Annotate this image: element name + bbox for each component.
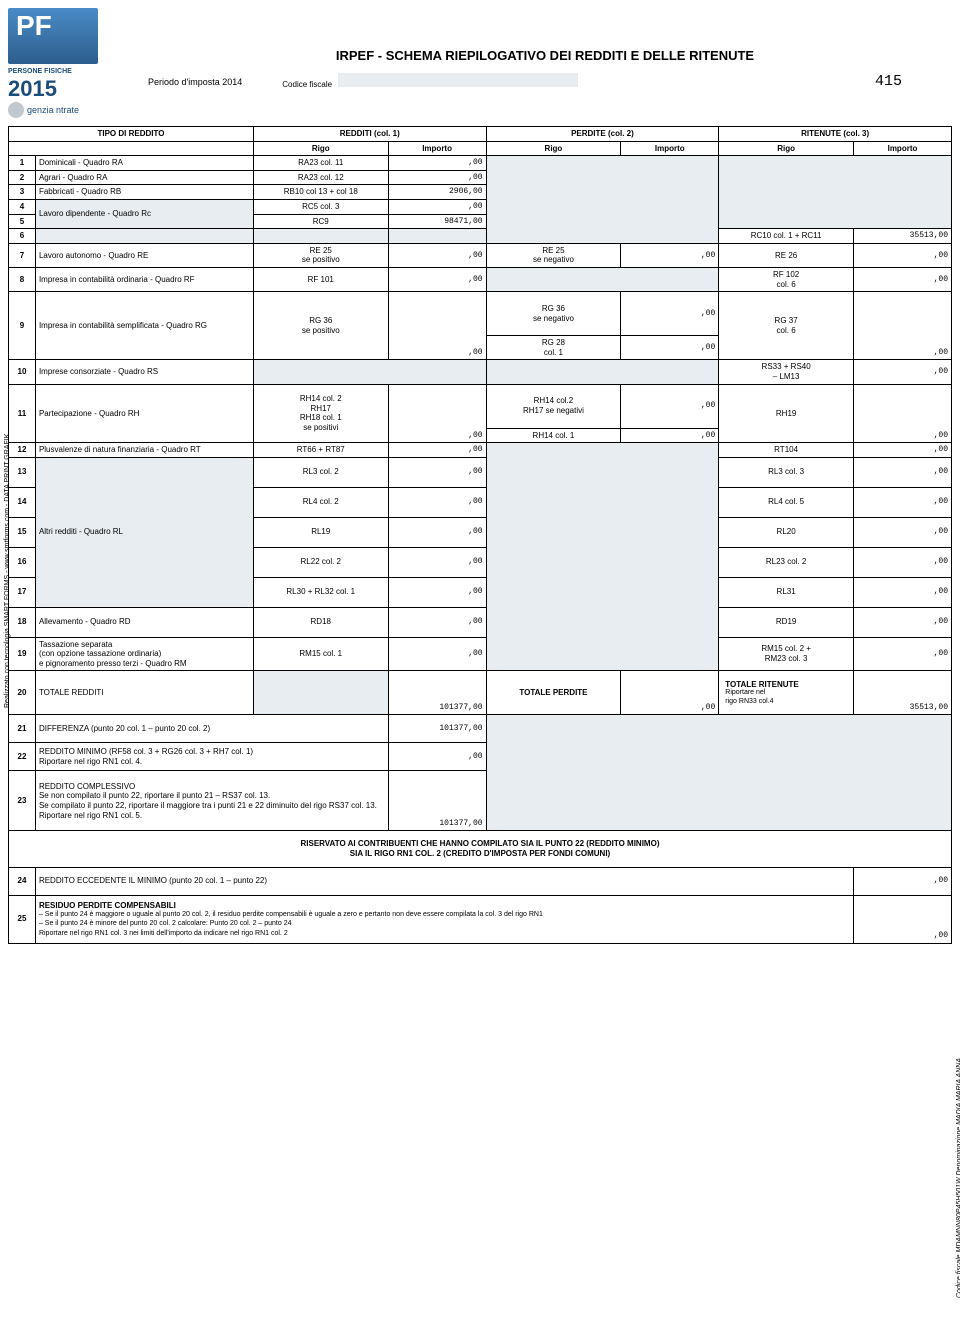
table-row: 21 DIFFERENZA (punto 20 col. 1 – punto 2… xyxy=(9,715,952,743)
sub-rigo-1: Rigo xyxy=(253,141,388,156)
col-redditi: REDDITI (col. 1) xyxy=(253,127,486,142)
cf-input[interactable] xyxy=(338,73,578,87)
cf-label: Codice fiscale xyxy=(282,80,332,89)
table-row: 9 Impresa in contabilità semplificata - … xyxy=(9,292,952,336)
side-credit-right: Codice fiscale MDAMNN80P45H501W Denomina… xyxy=(956,1058,960,1298)
sub-imp-3: Importo xyxy=(853,141,951,156)
table-row: 6 RC10 col. 1 + RC11 35513,00 xyxy=(9,229,952,244)
table-row: RISERVATO AI CONTRIBUENTI CHE HANNO COMP… xyxy=(9,831,952,867)
table-row: 20 TOTALE REDDITI 101377,00 TOTALE PERDI… xyxy=(9,671,952,715)
sub-rigo-2: Rigo xyxy=(486,141,621,156)
table-row: 7 Lavoro autonomo - Quadro RE RE 25 se p… xyxy=(9,243,952,267)
table-row: 1 Dominicali - Quadro RA RA23 col. 11 ,0… xyxy=(9,156,952,171)
table-row: 8 Impresa in contabilità ordinaria - Qua… xyxy=(9,267,952,291)
reserved-note: RISERVATO AI CONTRIBUENTI CHE HANNO COMP… xyxy=(9,831,952,867)
tot-ritenute-sub: Riportare nel rigo RN33 col.4 xyxy=(725,689,850,706)
pf-year: 2015 xyxy=(8,76,57,102)
sub-rigo-3: Rigo xyxy=(719,141,854,156)
pf-logo xyxy=(8,8,98,64)
summary-table: TIPO DI REDDITO REDDITI (col. 1) PERDITE… xyxy=(8,126,952,944)
agenzia-logo: genzia ntrate xyxy=(8,102,79,118)
col-perdite: PERDITE (col. 2) xyxy=(486,127,719,142)
sub-imp-1: Importo xyxy=(388,141,486,156)
pf-subtitle: PERSONE FISICHE xyxy=(8,68,72,76)
r25-title: RESIDUO PERDITE COMPENSABILI xyxy=(39,901,850,911)
table-row: 12 Plusvalenze di natura finanziaria - Q… xyxy=(9,443,952,458)
logo-block: PERSONE FISICHE 2015 genzia ntrate xyxy=(8,8,118,118)
table-row: 24 REDDITO ECCEDENTE IL MINIMO (punto 20… xyxy=(9,867,952,895)
table-row: 19 Tassazione separata (con opzione tass… xyxy=(9,637,952,671)
form-code: 415 xyxy=(875,73,902,90)
table-row: 10 Imprese consorziate - Quadro RS RS33 … xyxy=(9,360,952,384)
agenzia-text: genzia ntrate xyxy=(27,105,79,115)
table-row: 11 Partecipazione - Quadro RH RH14 col. … xyxy=(9,384,952,428)
page-title: IRPEF - SCHEMA RIEPILOGATIVO DEI REDDITI… xyxy=(138,48,952,63)
tot-ritenute-label: TOTALE RITENUTE xyxy=(725,680,850,690)
table-row: 25 RESIDUO PERDITE COMPENSABILI – Se il … xyxy=(9,895,952,943)
grey-block xyxy=(719,156,952,229)
col-tipo: TIPO DI REDDITO xyxy=(9,127,254,142)
header: PERSONE FISICHE 2015 genzia ntrate IRPEF… xyxy=(8,8,952,118)
periodo: Periodo d'imposta 2014 xyxy=(148,77,242,87)
col-ritenute: RITENUTE (col. 3) xyxy=(719,127,952,142)
sub-imp-2: Importo xyxy=(621,141,719,156)
side-credit-left: Realizzato con tecnologia SMART FORMS - … xyxy=(4,434,11,708)
table-row: 18 Allevamento - Quadro RD RD18 ,00 RD19… xyxy=(9,607,952,637)
r25-note: – Se il punto 24 è maggiore o uguale al … xyxy=(39,910,850,937)
table-row: 13 Altri redditi - Quadro RL RL3 col. 2 … xyxy=(9,457,952,487)
grey-block xyxy=(486,156,719,244)
